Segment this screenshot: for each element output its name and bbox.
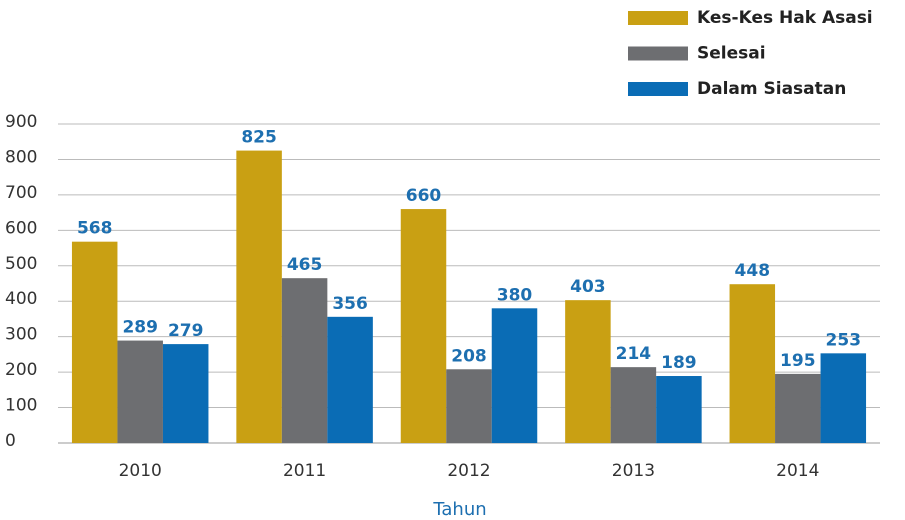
bar (446, 369, 492, 443)
value-label: 568 (77, 219, 113, 239)
x-tick-label: 2013 (612, 461, 655, 481)
value-label: 279 (168, 321, 204, 341)
bar (565, 300, 611, 443)
y-tick-label: 0 (5, 431, 16, 451)
y-tick-label: 300 (5, 325, 37, 345)
legend-label: Dalam Siasatan (697, 79, 846, 99)
bar (491, 308, 538, 443)
x-tick-label: 2010 (119, 461, 162, 481)
value-label: 289 (122, 318, 158, 338)
value-label: 189 (661, 353, 697, 373)
x-tick-label: 2012 (447, 461, 490, 481)
x-tick-label: 2011 (283, 461, 326, 481)
bar (117, 340, 163, 443)
value-label: 448 (735, 261, 771, 281)
legend-swatch (628, 11, 688, 25)
legend-swatch (628, 82, 688, 96)
value-label: 380 (497, 285, 533, 305)
bar (820, 353, 867, 443)
legend-label: Selesai (697, 44, 766, 64)
legend-label: Kes-Kes Hak Asasi (697, 8, 873, 28)
legend-swatch (628, 46, 688, 61)
value-label: 465 (287, 255, 323, 275)
y-tick-label: 500 (5, 254, 37, 274)
value-label: 195 (780, 351, 816, 371)
value-label: 214 (616, 344, 652, 364)
x-tick-label: 2014 (776, 461, 819, 481)
y-tick-label: 800 (5, 147, 37, 167)
y-tick-label: 100 (5, 396, 37, 416)
value-label: 660 (406, 186, 442, 206)
bar (400, 209, 447, 443)
bar (281, 278, 328, 443)
y-tick-label: 200 (5, 360, 37, 380)
y-tick-label: 600 (5, 218, 37, 238)
bar (236, 150, 282, 444)
value-label: 403 (570, 277, 606, 297)
y-tick-label: 900 (5, 112, 37, 132)
bar (656, 376, 702, 443)
x-axis-label: Tahun (432, 499, 486, 520)
bar (71, 241, 118, 443)
bar (610, 367, 657, 443)
y-tick-label: 700 (5, 183, 37, 203)
bar (775, 373, 821, 443)
bar (162, 344, 209, 443)
value-label: 356 (332, 294, 368, 314)
y-tick-label: 400 (5, 289, 37, 309)
value-label: 253 (826, 330, 862, 350)
value-label: 208 (451, 346, 487, 366)
bar (729, 284, 776, 443)
bar (327, 316, 373, 443)
value-label: 825 (241, 128, 277, 148)
